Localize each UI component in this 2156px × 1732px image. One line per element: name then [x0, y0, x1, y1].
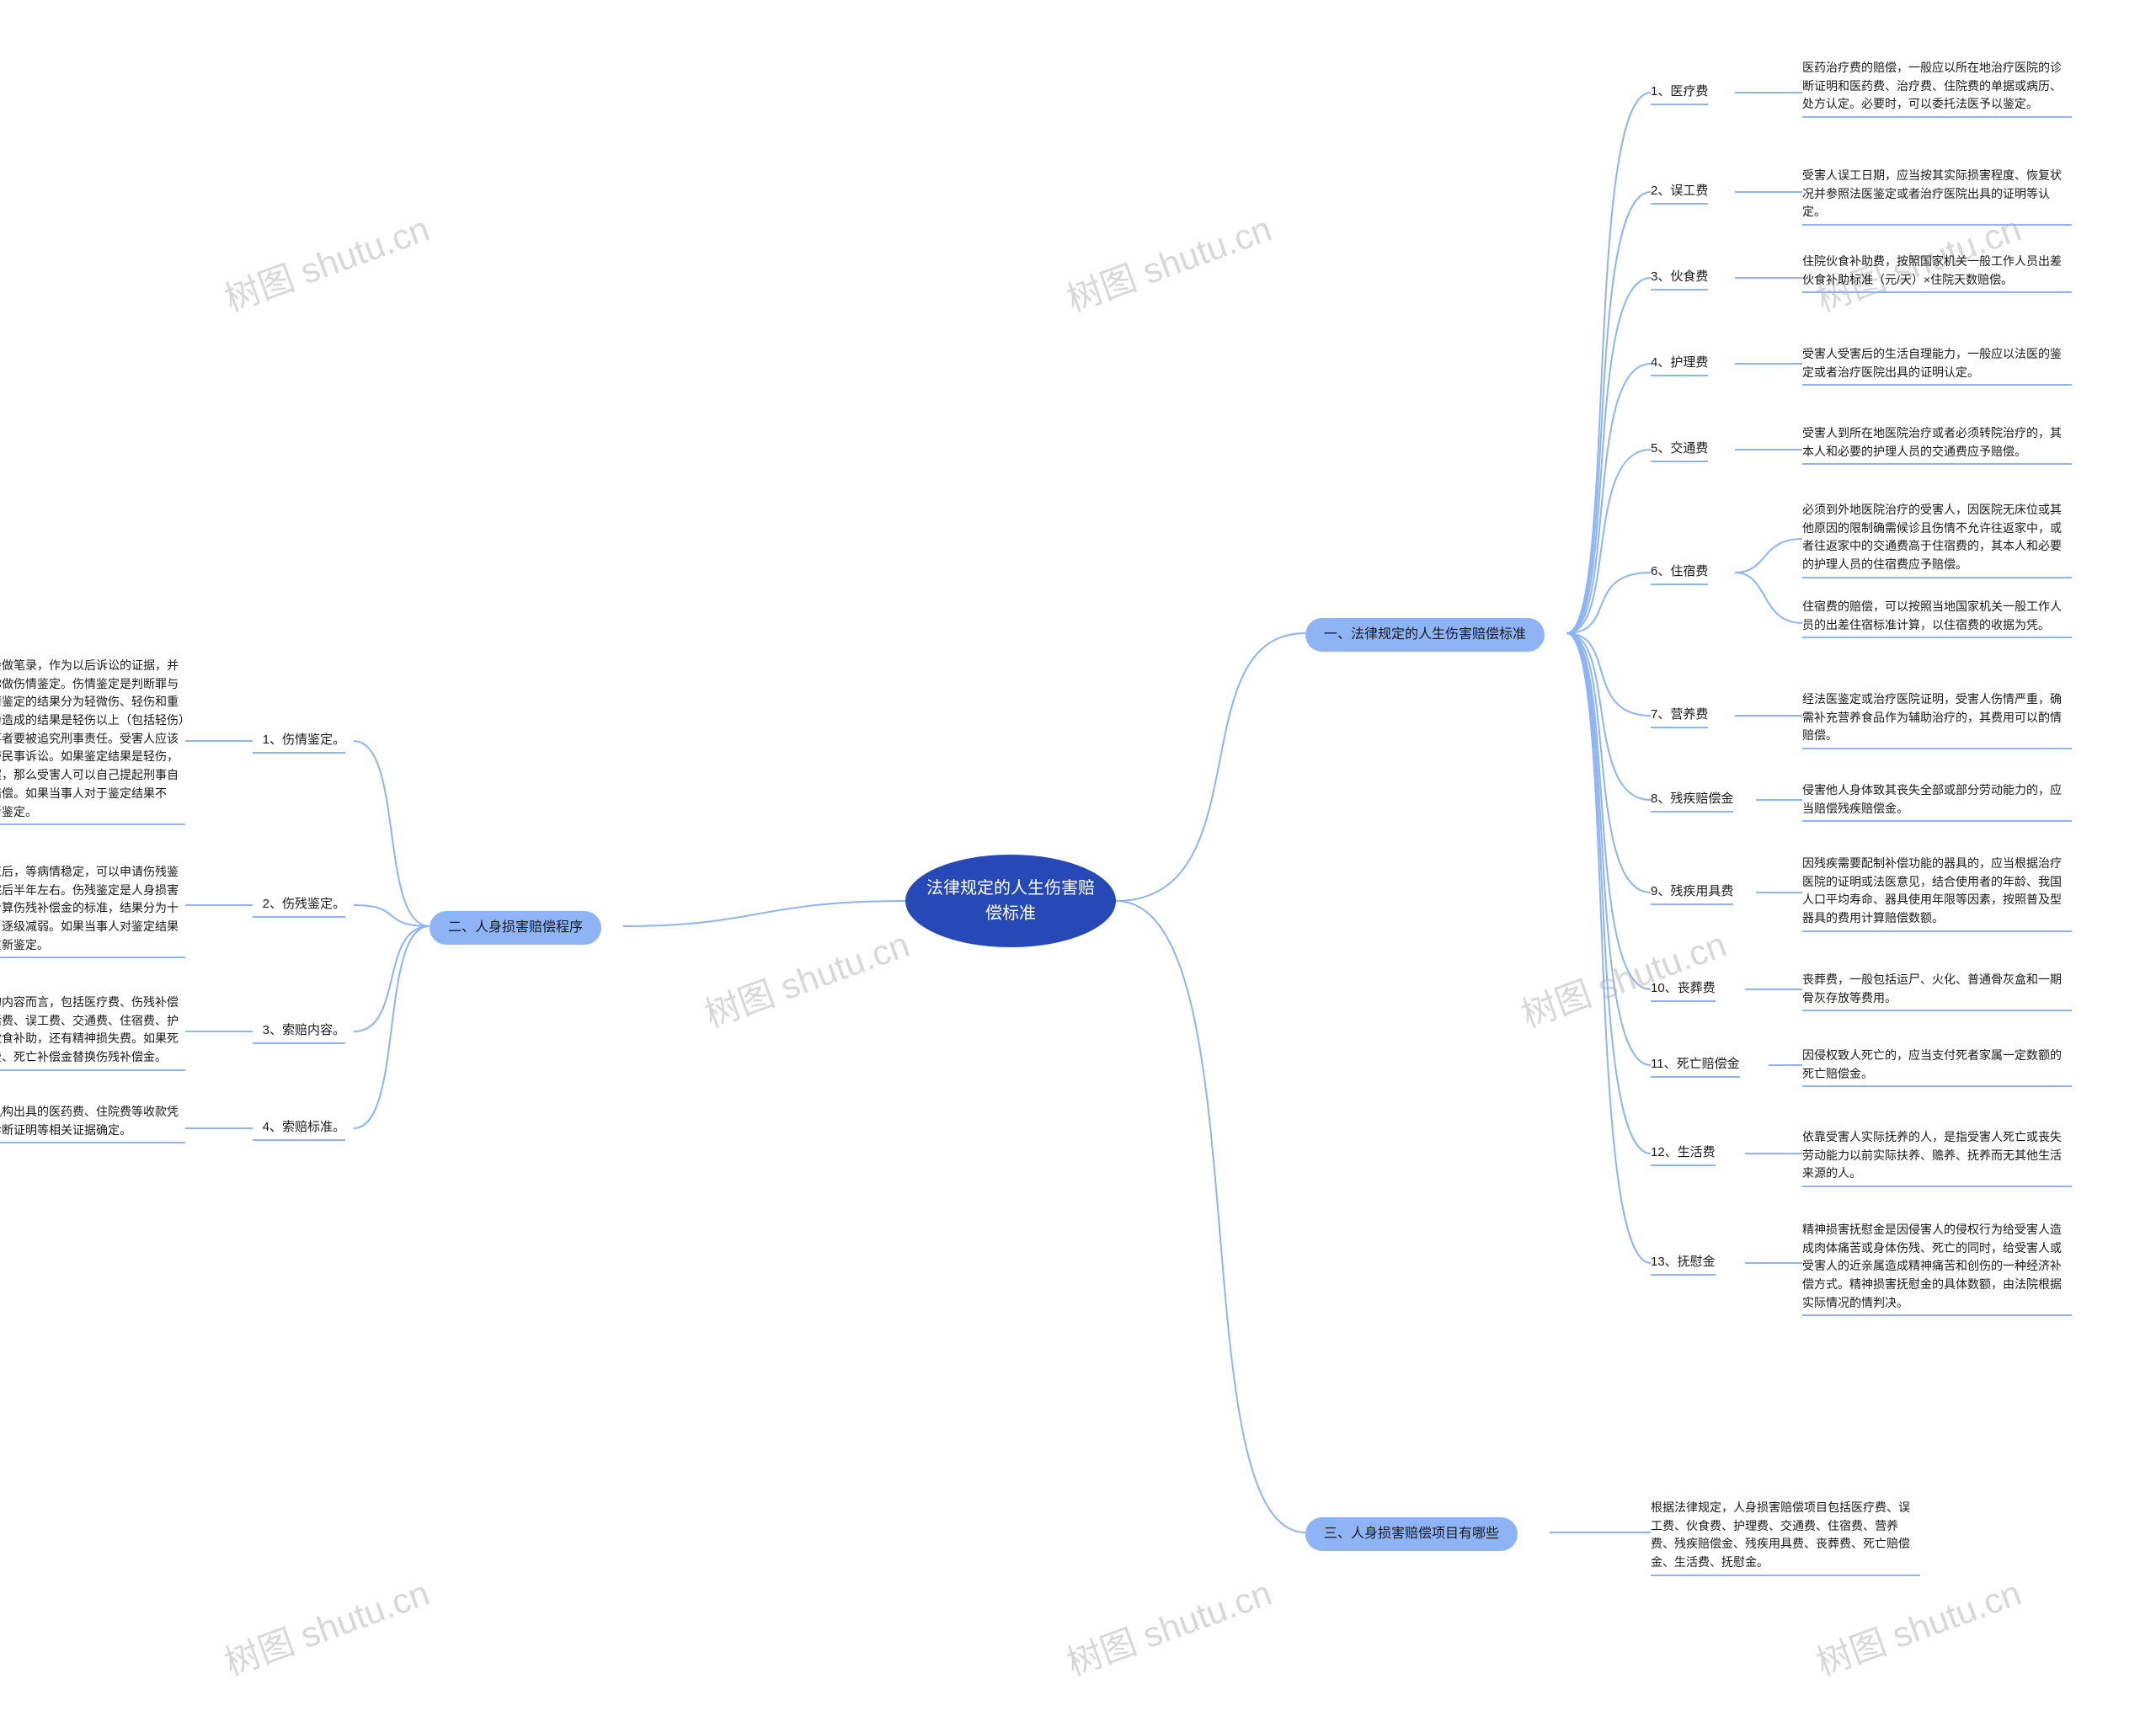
item-l2-desc: 受害人在治疗结束后，等病情稳定，可以申请伤残鉴定，一般是在出院后半年左右。伤残鉴…	[0, 863, 185, 958]
item-r8-label: 8、残疾赔偿金	[1651, 790, 1733, 813]
watermark: 树图 shutu.cn	[216, 200, 435, 322]
item-r11-desc: 因侵权致人死亡的，应当支付死者家属一定数额的死亡赔偿金。	[1802, 1047, 2072, 1087]
watermark: 树图 shutu.cn	[696, 916, 915, 1037]
item-r1-label: 1、医疗费	[1651, 83, 1708, 105]
center-node: 法律规定的人生伤害赔偿标准	[905, 855, 1116, 947]
branch-3: 三、人身损害赔偿项目有哪些	[1305, 1517, 1518, 1551]
item-r9-desc: 因残疾需要配制补偿功能的器具的，应当根据治疗医院的证明或法医意见，结合使用者的年…	[1802, 855, 2072, 932]
watermark: 树图 shutu.cn	[1059, 200, 1278, 322]
item-r11-label: 11、死亡赔偿金	[1651, 1055, 1740, 1078]
item-r6-desc2: 住宿费的赔偿，可以按照当地国家机关一般工作人员的出差住宿标准计算，以住宿费的收据…	[1802, 598, 2072, 638]
item-l4-desc: 医疗费根据医疗机构出具的医药费、住院费等收款凭证，结合病历和诊断证明等相关证据确…	[0, 1103, 185, 1143]
item-r10-desc: 丧葬费，一般包括运尸、火化、普通骨灰盒和一期骨灰存放等费用。	[1802, 971, 2072, 1011]
item-r12-desc: 依靠受害人实际抚养的人，是指受害人死亡或丧失劳动能力以前实际扶养、赡养、抚养而无…	[1802, 1128, 2072, 1187]
item-r4-label: 4、护理费	[1651, 354, 1708, 376]
item-r7-label: 7、营养费	[1651, 706, 1708, 728]
watermark: 树图 shutu.cn	[1513, 916, 1732, 1037]
item-l2-label: 2、伤残鉴定。	[253, 895, 345, 918]
item-r8-desc: 侵害他人身体致其丧失全部或部分劳动能力的，应当赔偿残疾赔偿金。	[1802, 781, 2072, 822]
item-r5-desc: 受害人到所在地医院治疗或者必须转院治疗的，其本人和必要的护理人员的交通费应予赔偿…	[1802, 424, 2072, 465]
item-r12-label: 12、生活费	[1651, 1143, 1716, 1166]
item-l1-label: 1、伤情鉴定。	[253, 731, 345, 754]
item-r2-label: 2、误工费	[1651, 182, 1708, 205]
watermark: 树图 shutu.cn	[1059, 1564, 1278, 1686]
item-r6-label: 6、住宿费	[1651, 562, 1708, 585]
item-r7-desc: 经法医鉴定或治疗医院证明，受害人伤情严重，确需补充营养食品作为辅助治疗的，其费用…	[1802, 690, 2072, 749]
item-r2-desc: 受害人误工日期，应当按其实际损害程度、恢复状况并参照法医鉴定或者治疗医院出具的证…	[1802, 167, 2072, 226]
item-l4-label: 4、索赔标准。	[253, 1118, 345, 1141]
branch-2: 二、人身损害赔偿程序	[430, 911, 601, 945]
branch-1: 一、法律规定的人生伤害赔偿标准	[1305, 618, 1545, 652]
item-r3-desc: 住院伙食补助费，按照国家机关一般工作人员出差伙食补助标准（元/天）×住院天数赔偿…	[1802, 253, 2072, 293]
watermark: 树图 shutu.cn	[1808, 1564, 2027, 1686]
watermark: 树图 shutu.cn	[216, 1564, 435, 1686]
item-r4-desc: 受害人受害后的生活自理能力，一般应以法医的鉴定或者治疗医院出具的证明认定。	[1802, 345, 2072, 386]
item-r5-label: 5、交通费	[1651, 440, 1708, 462]
item-r3-label: 3、伙食费	[1651, 268, 1708, 290]
branch3-desc: 根据法律规定，人身损害赔偿项目包括医疗费、误工费、伙食费、护理费、交通费、住宿费…	[1651, 1499, 1920, 1576]
item-r1-desc: 医药治疗费的赔偿，一般应以所在地治疗医院的诊断证明和医药费、治疗费、住院费的单据…	[1802, 59, 2072, 118]
item-l1-desc: 首先报案，警察会做笔录，作为以后诉讼的证据，并由公安局负责为你做伤情鉴定。伤情鉴…	[0, 657, 185, 825]
item-l3-desc: 就人身损害赔偿的内容而言，包括医疗费、伤残补偿金、被抚养人生活费、误工费、交通费…	[0, 994, 185, 1071]
item-r13-label: 13、抚慰金	[1651, 1253, 1716, 1276]
item-r9-label: 9、残疾用具费	[1651, 882, 1733, 905]
item-r13-desc: 精神损害抚慰金是因侵害人的侵权行为给受害人造成肉体痛苦或身体伤残、死亡的同时，给…	[1802, 1221, 2072, 1316]
item-r10-label: 10、丧葬费	[1651, 979, 1716, 1002]
item-l3-label: 3、索赔内容。	[253, 1021, 345, 1044]
item-r6-desc1: 必须到外地医院治疗的受害人，因医院无床位或其他原因的限制确需候诊且伤情不允许往返…	[1802, 501, 2072, 578]
